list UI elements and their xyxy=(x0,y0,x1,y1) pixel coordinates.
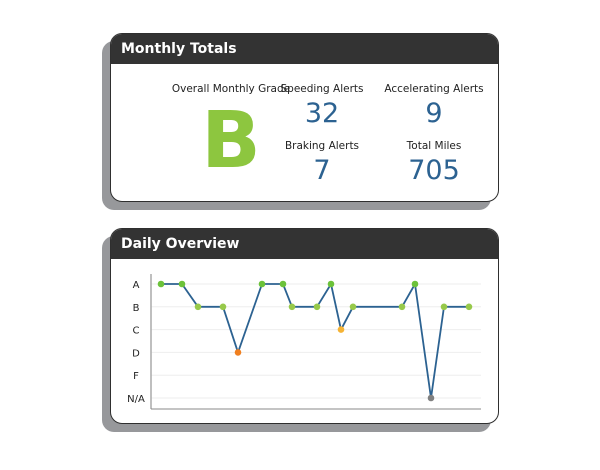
data-point xyxy=(313,303,321,311)
braking-label: Braking Alerts xyxy=(284,140,360,152)
y-tick-label: N/A xyxy=(127,394,145,405)
y-tick-label: C xyxy=(133,326,140,337)
speeding-value: 32 xyxy=(304,98,340,129)
data-point xyxy=(427,394,435,402)
y-tick-label: A xyxy=(133,280,140,291)
data-point xyxy=(327,280,335,288)
miles-label: Total Miles xyxy=(406,140,462,152)
speeding-label: Speeding Alerts xyxy=(280,83,364,95)
y-tick-label: D xyxy=(132,348,140,359)
data-point xyxy=(157,280,165,288)
accelerating-value: 9 xyxy=(425,98,443,129)
braking-value: 7 xyxy=(313,155,331,186)
accelerating-label: Accelerating Alerts xyxy=(384,83,484,95)
data-point xyxy=(349,303,357,311)
daily-grade-chart: A B CD F N/A xyxy=(127,274,481,410)
data-point xyxy=(337,326,345,333)
miles-value: 705 xyxy=(408,155,460,186)
data-point xyxy=(194,303,202,311)
daily-overview-title: Daily Overview xyxy=(111,229,498,259)
data-point xyxy=(465,303,473,311)
series-line xyxy=(161,281,469,399)
data-point xyxy=(411,280,419,288)
grade-value: B xyxy=(201,96,261,186)
y-tick-label: B xyxy=(133,303,140,314)
daily-overview-card: Daily Overview A B C D F N/A xyxy=(110,228,499,424)
data-point xyxy=(440,303,448,311)
data-point xyxy=(398,303,406,311)
data-point xyxy=(234,349,242,356)
monthly-totals-title: Monthly Totals xyxy=(111,34,498,64)
data-point xyxy=(178,280,186,288)
monthly-totals-card: Monthly Totals Overall Monthly Grade B S… xyxy=(110,33,499,202)
grade-label: Overall Monthly Grade xyxy=(171,83,291,95)
data-point xyxy=(288,303,296,311)
data-point xyxy=(219,303,227,311)
y-tick-label: F xyxy=(133,371,139,382)
data-point xyxy=(258,280,266,288)
data-point xyxy=(279,280,287,288)
